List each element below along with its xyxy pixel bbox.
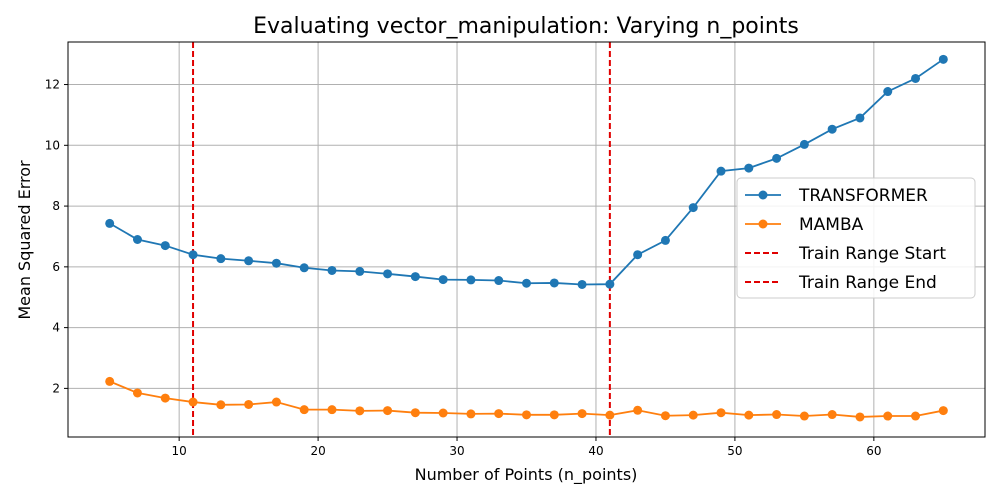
legend-label: MAMBA bbox=[799, 215, 864, 235]
x-tick-label: 30 bbox=[449, 444, 464, 458]
data-point bbox=[105, 376, 115, 386]
data-point bbox=[383, 269, 393, 279]
data-point bbox=[494, 409, 504, 419]
legend-item-mamba: MAMBA bbox=[745, 215, 864, 235]
legend-box bbox=[736, 177, 976, 299]
y-axis-label: Mean Squared Error bbox=[15, 160, 34, 320]
data-point bbox=[355, 406, 365, 416]
data-point bbox=[855, 412, 865, 422]
data-point bbox=[216, 254, 226, 264]
data-point bbox=[827, 124, 837, 134]
data-point bbox=[549, 278, 559, 288]
x-tick-label: 40 bbox=[588, 444, 603, 458]
data-point bbox=[271, 258, 281, 268]
data-point bbox=[799, 139, 809, 149]
y-tick-label: 6 bbox=[52, 260, 60, 274]
y-tick-label: 10 bbox=[45, 138, 60, 152]
legend-label: Train Range End bbox=[798, 273, 937, 293]
data-point bbox=[383, 406, 393, 416]
y-tick-label: 12 bbox=[45, 78, 60, 92]
data-point bbox=[410, 272, 420, 282]
data-point bbox=[605, 410, 615, 420]
train-range-lines bbox=[192, 42, 611, 437]
data-point bbox=[827, 410, 837, 420]
y-tick-label: 2 bbox=[52, 381, 60, 395]
x-axis-ticks: 10 20 30 40 50 60 bbox=[172, 437, 881, 458]
data-point bbox=[466, 409, 476, 419]
data-point bbox=[883, 87, 893, 97]
data-point bbox=[522, 410, 531, 420]
x-tick-label: 50 bbox=[727, 444, 742, 458]
data-point bbox=[410, 408, 420, 418]
data-point bbox=[938, 54, 948, 64]
legend: TRANSFORMER MAMBA Train Range Start Train R… bbox=[736, 177, 976, 299]
data-point bbox=[911, 411, 921, 421]
data-point bbox=[438, 275, 448, 285]
data-point bbox=[577, 409, 587, 419]
x-tick-label: 10 bbox=[172, 444, 187, 458]
data-point bbox=[355, 266, 365, 276]
data-point bbox=[688, 203, 698, 213]
y-tick-label: 8 bbox=[52, 199, 60, 213]
data-point bbox=[799, 411, 809, 421]
data-point bbox=[744, 410, 754, 420]
data-point bbox=[244, 399, 254, 409]
data-point bbox=[855, 113, 865, 123]
data-point bbox=[772, 153, 782, 163]
legend-item-train-range-start: Train Range Start bbox=[745, 244, 946, 264]
data-point bbox=[688, 410, 698, 420]
series-transformer bbox=[105, 54, 948, 289]
legend-item-train-range-end: Train Range End bbox=[745, 273, 937, 293]
data-point bbox=[633, 250, 643, 260]
data-point bbox=[160, 241, 170, 251]
legend-swatch-marker bbox=[758, 190, 768, 200]
data-point bbox=[105, 218, 115, 228]
y-tick-label: 4 bbox=[52, 321, 60, 335]
data-point bbox=[660, 235, 670, 245]
data-point bbox=[938, 406, 948, 416]
data-point bbox=[132, 388, 142, 398]
data-point bbox=[744, 163, 754, 173]
data-point bbox=[188, 397, 198, 407]
data-point bbox=[494, 276, 504, 286]
chart-title: Evaluating vector_manipulation: Varying … bbox=[253, 14, 799, 39]
plot-area-frame bbox=[67, 41, 986, 438]
data-point bbox=[660, 411, 670, 421]
data-point bbox=[216, 400, 226, 410]
x-axis-label: Number of Points (n_points) bbox=[415, 465, 638, 485]
data-point bbox=[633, 405, 643, 415]
series-mamba bbox=[105, 376, 948, 422]
y-axis-ticks: 2 4 6 8 10 12 bbox=[45, 78, 68, 395]
data-point bbox=[522, 278, 531, 288]
data-point bbox=[549, 410, 559, 420]
data-point bbox=[132, 235, 142, 244]
data-point bbox=[271, 397, 281, 407]
data-point bbox=[577, 279, 587, 289]
x-tick-label: 20 bbox=[310, 444, 325, 458]
data-point bbox=[883, 411, 893, 421]
data-point bbox=[299, 263, 309, 273]
data-point bbox=[716, 166, 726, 176]
series-layer bbox=[105, 54, 948, 422]
data-point bbox=[438, 408, 448, 418]
legend-label: TRANSFORMER bbox=[798, 186, 928, 206]
legend-item-transformer: TRANSFORMER bbox=[745, 186, 928, 206]
data-point bbox=[327, 265, 337, 275]
data-point bbox=[716, 408, 726, 418]
x-tick-label: 60 bbox=[866, 444, 881, 458]
data-point bbox=[911, 73, 921, 83]
data-point bbox=[160, 393, 170, 403]
data-point bbox=[244, 256, 254, 266]
legend-swatch-marker bbox=[758, 219, 768, 229]
data-point bbox=[466, 275, 476, 285]
legend-label: Train Range Start bbox=[798, 244, 946, 264]
data-point bbox=[188, 250, 198, 260]
data-point bbox=[327, 405, 337, 415]
data-point bbox=[772, 410, 782, 420]
data-point bbox=[299, 405, 309, 415]
data-point bbox=[605, 279, 615, 289]
